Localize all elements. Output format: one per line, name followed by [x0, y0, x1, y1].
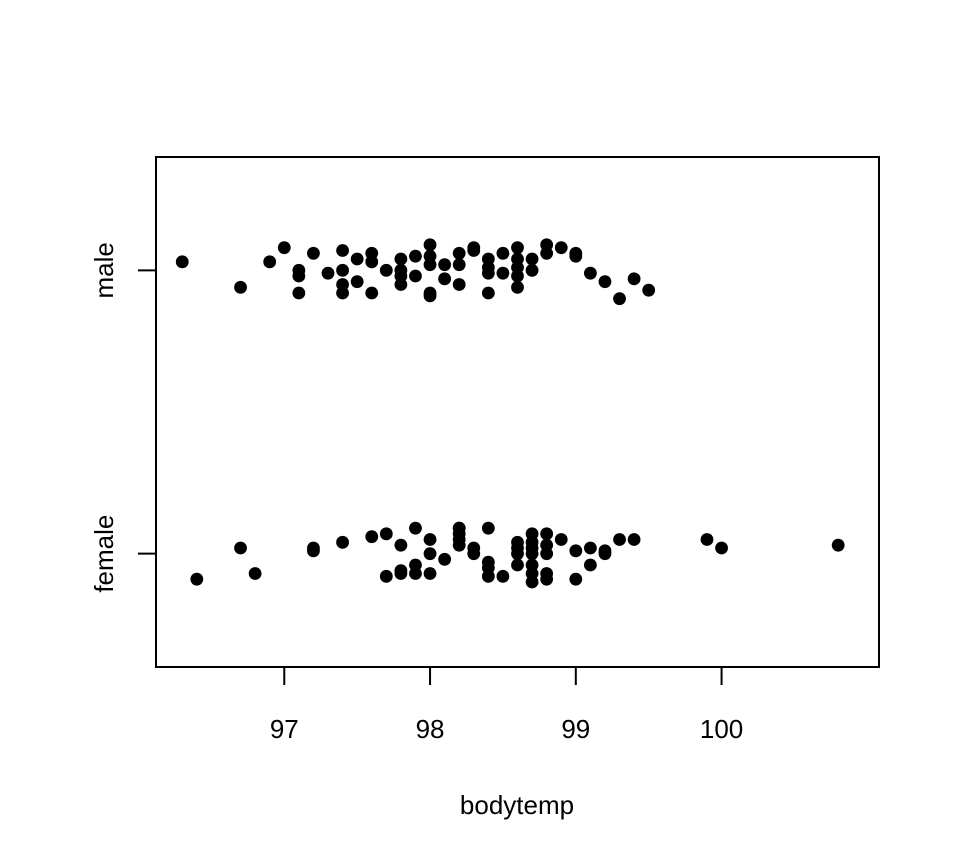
data-point-male [365, 255, 379, 269]
data-point-male [613, 292, 626, 306]
data-point-female [627, 533, 641, 546]
data-point-female [438, 552, 452, 566]
data-point-male [423, 289, 437, 303]
data-point-male [467, 244, 481, 257]
data-point-male [409, 249, 422, 263]
data-point-female [525, 558, 539, 572]
data-point-male [292, 269, 306, 283]
data-point-female [613, 533, 626, 546]
data-point-male [321, 266, 335, 280]
data-point-male [569, 249, 583, 263]
data-point-male [452, 258, 466, 272]
data-point-female [831, 538, 845, 552]
data-point-male [409, 269, 422, 283]
data-point-female [569, 572, 583, 586]
data-point-female [234, 541, 247, 555]
data-point-male [525, 263, 539, 277]
data-point-male [394, 252, 408, 266]
data-point-male [292, 286, 306, 300]
data-point-male [525, 252, 539, 266]
data-point-female [409, 558, 422, 572]
data-point-female [423, 533, 437, 546]
data-point-female [190, 572, 204, 586]
data-point-female [700, 533, 714, 546]
x-tick-label: 99 [561, 714, 590, 744]
data-point-male [438, 258, 452, 272]
data-point-male [452, 246, 466, 260]
data-point-male [496, 246, 510, 260]
y-tick-label-female: female [89, 515, 119, 593]
data-point-female [248, 567, 262, 580]
data-point-female [554, 533, 568, 546]
data-point-male [379, 263, 393, 277]
data-point-female [379, 527, 393, 541]
data-point-female [511, 558, 524, 572]
data-point-female [379, 569, 393, 583]
data-point-female [496, 569, 510, 583]
data-point-female [569, 544, 583, 558]
data-point-male [511, 269, 524, 283]
data-point-female [452, 521, 466, 535]
data-point-male [336, 286, 349, 300]
data-point-male [583, 266, 597, 280]
y-axis: female male [89, 242, 157, 593]
data-point-female [467, 541, 481, 555]
x-tick-label: 98 [416, 714, 445, 744]
data-point-female [598, 547, 612, 561]
data-point-female [540, 538, 554, 552]
data-point-male [438, 272, 452, 286]
data-point-female [409, 521, 422, 535]
data-point-male [496, 266, 510, 280]
data-point-male [423, 258, 437, 272]
data-point-male [598, 275, 612, 289]
data-point-female [394, 564, 408, 578]
data-point-male [554, 241, 568, 255]
data-point-male [452, 278, 466, 291]
data-point-male [481, 266, 495, 280]
data-point-male [627, 272, 641, 286]
data-point-male [423, 238, 437, 252]
data-point-male [263, 255, 277, 269]
x-tick-label: 100 [700, 714, 743, 744]
data-point-male [175, 255, 189, 269]
data-point-male [540, 246, 554, 260]
data-point-female [394, 538, 408, 552]
data-points [175, 238, 845, 589]
data-point-female [525, 527, 539, 541]
data-point-female [365, 530, 379, 544]
data-point-female [715, 541, 728, 555]
data-point-male [234, 280, 247, 294]
data-point-female [583, 541, 597, 555]
data-point-male [481, 286, 495, 300]
data-point-male [511, 241, 524, 255]
data-point-male [307, 246, 320, 260]
data-point-female [481, 521, 495, 535]
data-point-female [511, 535, 524, 549]
data-point-female [423, 547, 437, 561]
x-axis: 97 98 99 100 [270, 666, 743, 744]
data-point-female [540, 567, 554, 580]
data-point-female [583, 558, 597, 572]
data-point-male [511, 280, 524, 294]
data-point-male [350, 275, 364, 289]
data-point-female [307, 541, 320, 555]
data-point-male [394, 269, 408, 283]
data-point-female [423, 567, 437, 580]
plot-frame [155, 156, 880, 668]
data-point-female [540, 527, 554, 541]
y-tick-label-male: male [89, 242, 119, 298]
data-point-male [350, 252, 364, 266]
data-point-female [336, 535, 349, 549]
data-point-female [481, 555, 495, 569]
x-tick-label: 97 [270, 714, 299, 744]
data-point-male [277, 241, 291, 255]
data-point-male [336, 263, 349, 277]
data-point-male [642, 283, 656, 297]
data-point-male [365, 286, 379, 300]
data-point-male [336, 244, 349, 257]
x-axis-label: bodytemp [460, 790, 574, 820]
